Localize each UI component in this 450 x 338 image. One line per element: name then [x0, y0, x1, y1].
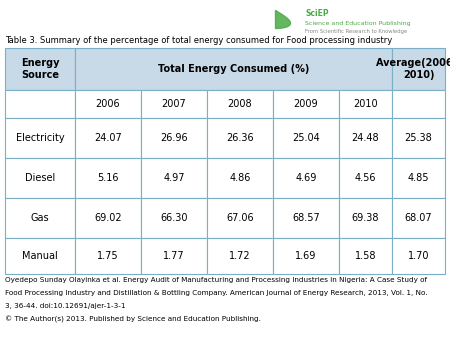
Polygon shape [5, 118, 75, 158]
Text: Average(2006 -
2010): Average(2006 - 2010) [377, 58, 450, 80]
Polygon shape [273, 118, 339, 158]
Text: SciEP: SciEP [305, 8, 328, 18]
Text: 4.97: 4.97 [163, 173, 185, 183]
Polygon shape [339, 90, 392, 118]
Polygon shape [392, 198, 445, 238]
Polygon shape [75, 118, 141, 158]
Text: Energy
Source: Energy Source [21, 58, 59, 80]
Polygon shape [392, 118, 445, 158]
Polygon shape [207, 238, 273, 274]
Text: 69.38: 69.38 [352, 213, 379, 223]
Polygon shape [5, 198, 75, 238]
Polygon shape [273, 158, 339, 198]
Polygon shape [5, 90, 75, 118]
Polygon shape [273, 238, 339, 274]
Text: 67.06: 67.06 [226, 213, 254, 223]
Polygon shape [392, 90, 445, 118]
Polygon shape [339, 198, 392, 238]
Text: Manual: Manual [22, 251, 58, 261]
Polygon shape [141, 118, 207, 158]
Text: Diesel: Diesel [25, 173, 55, 183]
Text: 1.75: 1.75 [97, 251, 119, 261]
Text: 69.02: 69.02 [94, 213, 122, 223]
Polygon shape [5, 158, 75, 198]
Text: 4.69: 4.69 [295, 173, 317, 183]
Text: Food Processing Industry and Distillation & Bottling Company. American Journal o: Food Processing Industry and Distillatio… [5, 290, 427, 296]
Polygon shape [392, 48, 445, 90]
Text: 1.58: 1.58 [355, 251, 376, 261]
Polygon shape [339, 158, 392, 198]
Text: 1.77: 1.77 [163, 251, 185, 261]
Polygon shape [75, 238, 141, 274]
Text: 4.56: 4.56 [355, 173, 376, 183]
Polygon shape [273, 198, 339, 238]
Text: 25.04: 25.04 [292, 133, 320, 143]
Text: 26.96: 26.96 [160, 133, 188, 143]
Text: Table 3. Summary of the percentage of total energy consumed for Food processing : Table 3. Summary of the percentage of to… [5, 36, 392, 45]
Polygon shape [141, 90, 207, 118]
Polygon shape [141, 238, 207, 274]
Polygon shape [207, 90, 273, 118]
Text: Electricity: Electricity [16, 133, 64, 143]
Polygon shape [75, 48, 392, 90]
Text: 2007: 2007 [162, 99, 186, 109]
Text: 2008: 2008 [228, 99, 252, 109]
Text: 1.72: 1.72 [229, 251, 251, 261]
Polygon shape [207, 118, 273, 158]
Text: 66.30: 66.30 [160, 213, 188, 223]
Text: 26.36: 26.36 [226, 133, 254, 143]
Text: 1.70: 1.70 [408, 251, 429, 261]
Polygon shape [141, 198, 207, 238]
Text: © The Author(s) 2013. Published by Science and Education Publishing.: © The Author(s) 2013. Published by Scien… [5, 316, 261, 323]
Polygon shape [392, 158, 445, 198]
Text: Total Energy Consumed (%): Total Energy Consumed (%) [158, 64, 309, 74]
Text: 25.38: 25.38 [405, 133, 432, 143]
Polygon shape [339, 238, 392, 274]
Polygon shape [141, 158, 207, 198]
Polygon shape [5, 238, 75, 274]
Text: 68.07: 68.07 [405, 213, 432, 223]
Text: 3, 36-44. doi:10.12691/ajer-1-3-1: 3, 36-44. doi:10.12691/ajer-1-3-1 [5, 303, 126, 309]
Polygon shape [75, 198, 141, 238]
Text: 68.57: 68.57 [292, 213, 320, 223]
Text: 24.07: 24.07 [94, 133, 122, 143]
Polygon shape [392, 238, 445, 274]
Text: 24.48: 24.48 [352, 133, 379, 143]
Text: From Scientific Research to Knowledge: From Scientific Research to Knowledge [305, 29, 407, 34]
Polygon shape [207, 198, 273, 238]
Text: 2010: 2010 [353, 99, 378, 109]
Text: Oyedepo Sunday Olayinka et al. Energy Audit of Manufacturing and Processing Indu: Oyedepo Sunday Olayinka et al. Energy Au… [5, 277, 427, 283]
Text: 5.16: 5.16 [97, 173, 119, 183]
Text: Gas: Gas [31, 213, 50, 223]
Text: Science and Education Publishing: Science and Education Publishing [305, 21, 410, 25]
Polygon shape [75, 90, 141, 118]
Polygon shape [75, 158, 141, 198]
Polygon shape [207, 158, 273, 198]
Polygon shape [5, 48, 75, 90]
Text: 4.85: 4.85 [408, 173, 429, 183]
Text: 4.86: 4.86 [230, 173, 251, 183]
Polygon shape [273, 90, 339, 118]
Polygon shape [339, 118, 392, 158]
Text: 1.69: 1.69 [295, 251, 317, 261]
Text: 2009: 2009 [294, 99, 318, 109]
Text: 2006: 2006 [96, 99, 120, 109]
